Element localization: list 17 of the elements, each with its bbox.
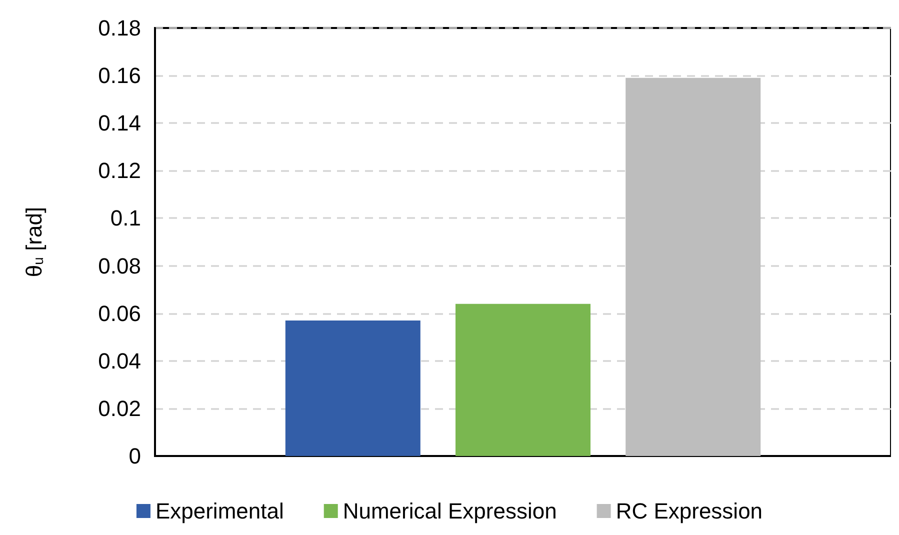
y-tick-label: 0.06 xyxy=(98,300,141,326)
legend-label: Numerical Expression xyxy=(342,498,557,524)
y-tick-label: 0.18 xyxy=(98,16,141,40)
y-axis-title: θu [rad] xyxy=(22,206,46,278)
legend-label: RC Expression xyxy=(616,498,763,524)
y-tick-label: 0.08 xyxy=(98,253,141,278)
bar xyxy=(626,78,761,456)
y-tick-label: 0.02 xyxy=(98,396,141,421)
y-tick-label: 0.12 xyxy=(98,158,141,184)
bar xyxy=(285,320,420,456)
y-tick-label: 0.1 xyxy=(110,206,141,231)
legend-label: Experimental xyxy=(155,498,284,524)
y-tick-label: 0.14 xyxy=(98,110,141,136)
y-tick-label: 0.04 xyxy=(98,348,141,374)
y-tick-label: 0.16 xyxy=(98,63,141,88)
y-tick-label: 0 xyxy=(128,444,141,468)
bar xyxy=(456,304,590,456)
